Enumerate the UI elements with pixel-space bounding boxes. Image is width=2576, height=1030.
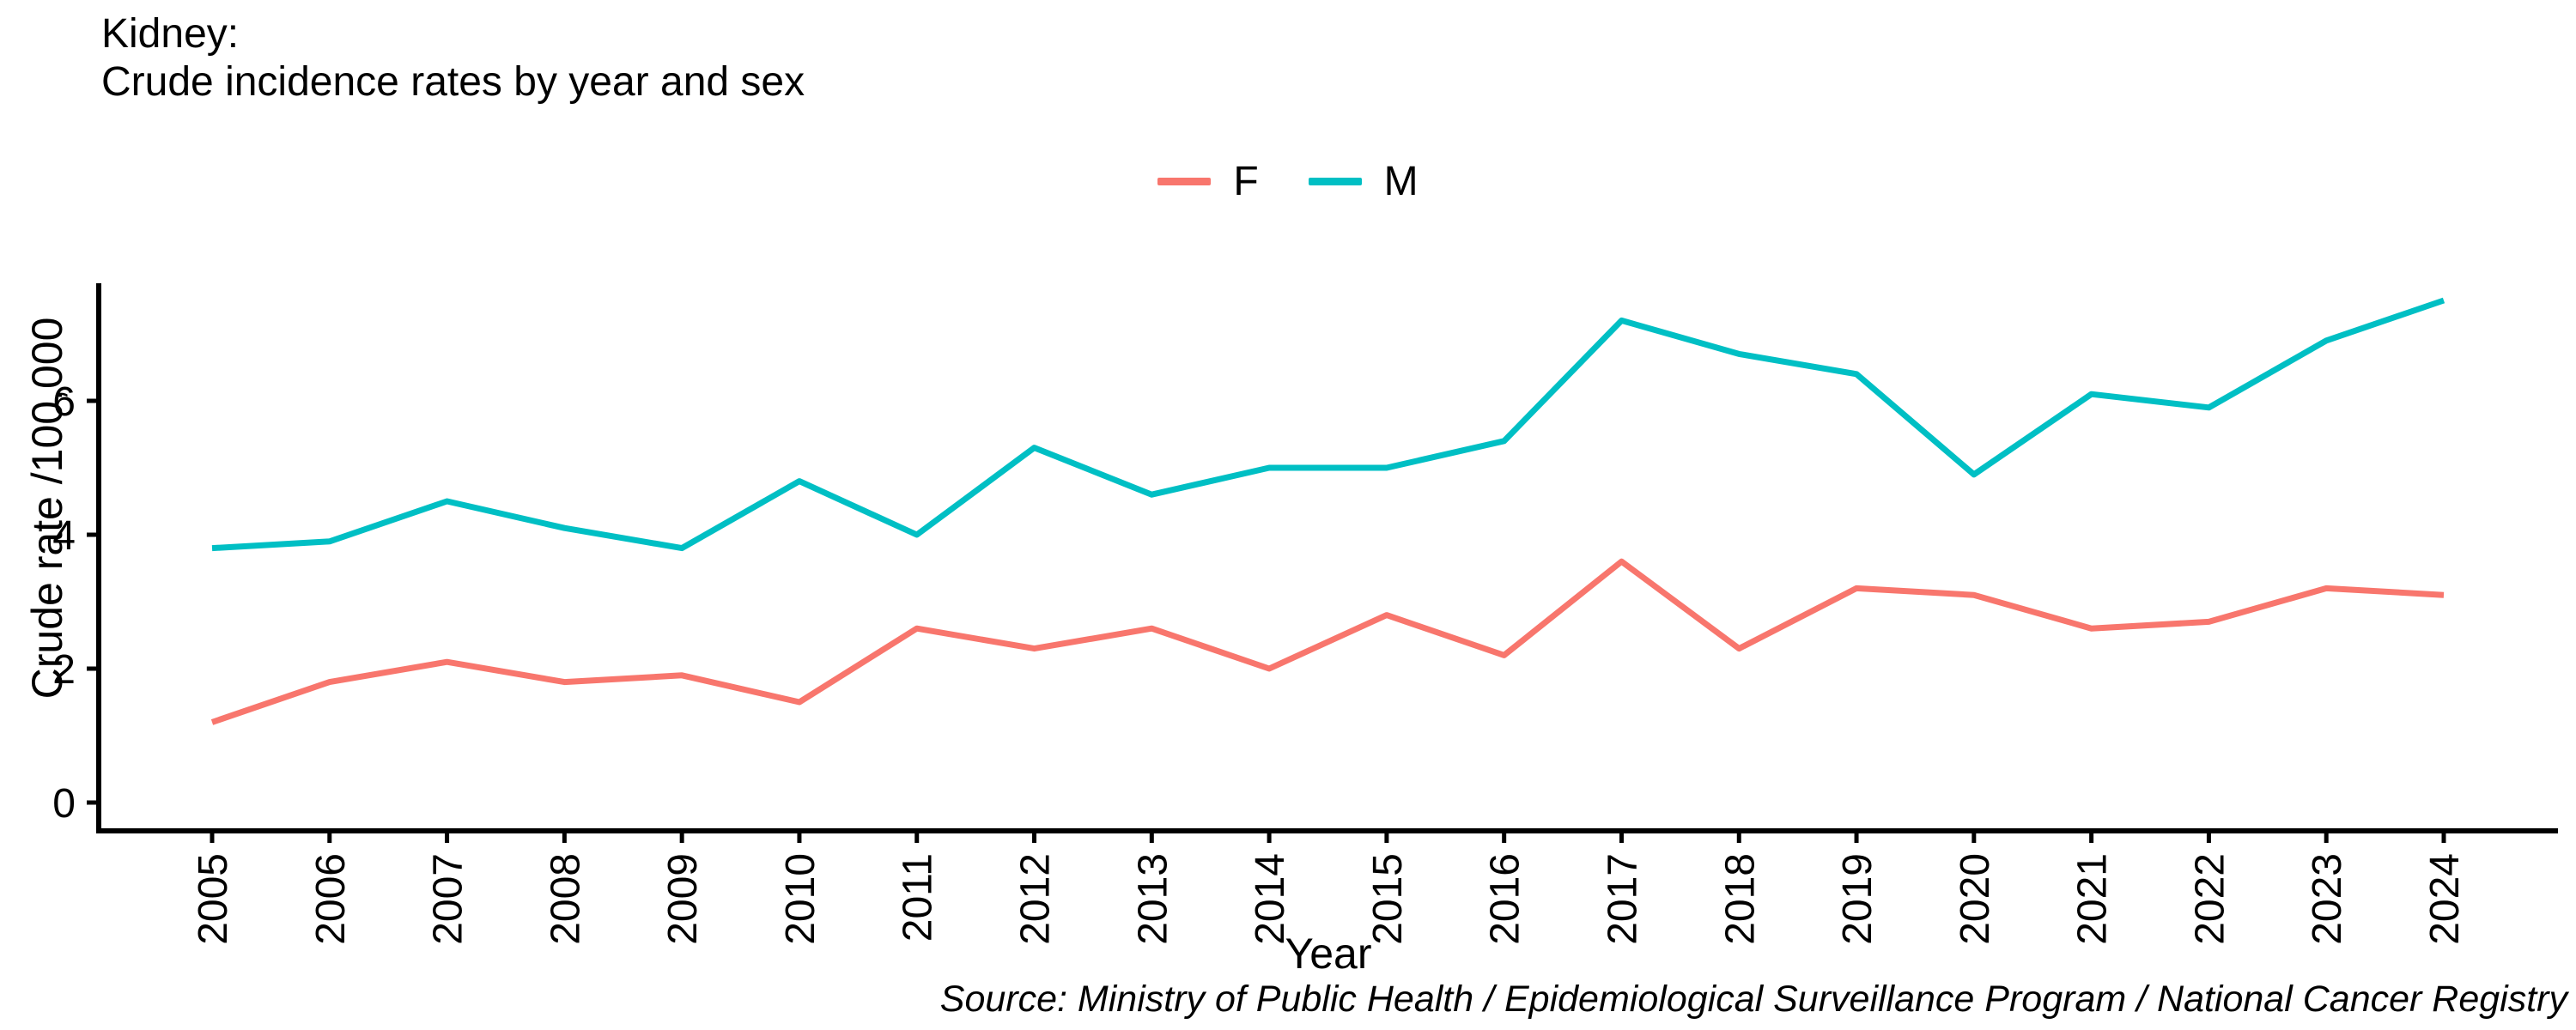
series-line-M [211, 297, 2445, 552]
legend-label-f: F [1233, 159, 1259, 204]
legend-swatch-m [1308, 178, 1362, 185]
x-axis-title: Year [1285, 930, 1371, 978]
x-tick-label: 2016 [1483, 853, 1528, 945]
x-tick-label: 2020 [1953, 853, 1998, 945]
chart-title: Kidney: Crude incidence rates by year an… [101, 10, 805, 106]
y-tick-label: 2 [52, 647, 76, 693]
x-tick-label: 2024 [2422, 853, 2468, 945]
x-tick-label: 2005 [191, 853, 236, 945]
y-tick-label: 6 [52, 379, 76, 425]
x-tick-label: 2010 [778, 853, 823, 945]
x-tick-label: 2006 [308, 853, 354, 945]
y-axis-title: Crude rate /100,000 [23, 318, 71, 700]
legend: F M [0, 158, 2576, 205]
x-tick-label: 2015 [1365, 853, 1411, 945]
x-tick-label: 2022 [2187, 853, 2233, 945]
x-tick-label: 2008 [543, 853, 588, 945]
chart-title-line1: Kidney: [101, 11, 240, 57]
chart-title-line2: Crude incidence rates by year and sex [101, 59, 805, 105]
x-tick-label: 2011 [896, 853, 941, 942]
series-line-F [210, 558, 2445, 725]
x-tick-label: 2021 [2070, 853, 2116, 945]
x-tick-label: 2009 [660, 853, 706, 945]
y-tick-label: 4 [52, 513, 76, 559]
x-tick-label: 2012 [1013, 853, 1059, 945]
legend-item-m: M [1308, 158, 1419, 205]
x-tick-label: 2017 [1600, 853, 1645, 945]
x-tick-label: 2007 [426, 853, 471, 945]
x-tick-label: 2018 [1717, 853, 1763, 945]
source-caption: Source: Ministry of Public Health / Epid… [939, 978, 2567, 1020]
legend-item-f: F [1157, 158, 1259, 205]
y-tick-label: 0 [52, 781, 76, 827]
x-tick-label: 2019 [1835, 853, 1880, 945]
x-tick-label: 2013 [1130, 853, 1176, 945]
legend-label-m: M [1383, 159, 1419, 204]
legend-swatch-f [1157, 178, 1212, 185]
x-tick-label: 2023 [2305, 853, 2350, 945]
x-tick-label: 2014 [1248, 853, 1293, 945]
